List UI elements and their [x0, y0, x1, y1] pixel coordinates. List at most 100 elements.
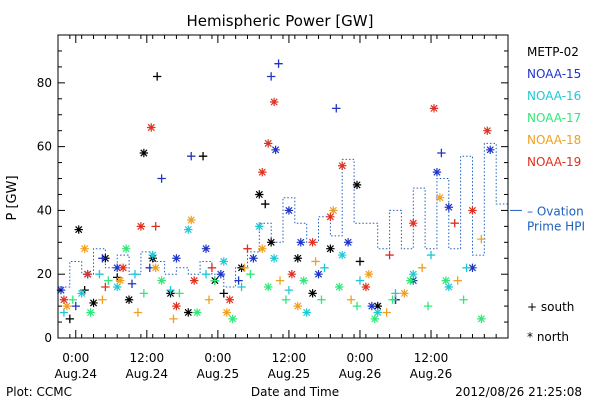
- x-tick-label: 0:00: [204, 351, 231, 365]
- data-point: [249, 254, 258, 263]
- data-point: [115, 276, 125, 285]
- data-point: [246, 270, 255, 279]
- data-point: [326, 212, 335, 221]
- data-point: [124, 295, 134, 304]
- data-point: [187, 215, 196, 225]
- x-tick-label: 12:00: [272, 351, 307, 365]
- data-point: [219, 257, 228, 266]
- data-point: [364, 270, 374, 279]
- x-tick-label: 12:00: [130, 351, 165, 365]
- data-point: [184, 308, 193, 317]
- data-point: [104, 276, 113, 285]
- data-point: [255, 222, 264, 231]
- data-point: [453, 276, 462, 285]
- data-point: [444, 203, 453, 212]
- data-point: [293, 254, 303, 263]
- data-point: [308, 289, 317, 298]
- legend-symbol-north: * north: [527, 330, 569, 344]
- data-point: [450, 218, 459, 228]
- data-point: [68, 295, 78, 304]
- x-tick-date-label: Aug.24: [126, 367, 169, 381]
- data-point: [435, 193, 445, 202]
- data-point: [367, 301, 377, 311]
- data-point: [373, 308, 382, 317]
- data-point: [409, 218, 418, 228]
- data-point: [152, 72, 162, 81]
- data-point: [228, 314, 237, 324]
- data-point: [113, 282, 122, 292]
- data-point: [269, 254, 279, 263]
- data-point: [429, 104, 439, 113]
- legend-symbol-south: + south: [527, 300, 574, 314]
- data-point: [432, 167, 442, 177]
- data-point: [172, 301, 181, 311]
- data-point: [263, 139, 273, 148]
- y-tick-label: 20: [37, 267, 52, 281]
- data-point: [400, 289, 409, 298]
- data-point: [296, 238, 305, 247]
- data-point: [361, 282, 371, 292]
- data-point: [382, 308, 391, 317]
- data-point: [486, 145, 495, 155]
- data-point: [271, 145, 280, 155]
- legend-entry: METP-02: [527, 45, 579, 59]
- data-point: [65, 314, 75, 324]
- legend-entry: NOAA-17: [527, 111, 581, 125]
- data-point: [426, 250, 436, 260]
- data-point: [151, 222, 160, 231]
- y-tick-label: 60: [37, 140, 52, 154]
- data-point: [240, 263, 249, 273]
- data-point: [329, 206, 338, 215]
- data-point: [175, 289, 184, 298]
- data-point: [258, 244, 267, 253]
- data-point: [352, 180, 362, 190]
- data-point: [148, 250, 157, 260]
- x-tick-label: 0:00: [346, 351, 373, 365]
- legend-entry: NOAA-19: [527, 155, 581, 169]
- x-tick-date-label: Aug.25: [197, 367, 240, 381]
- legend-entry: NOAA-15: [527, 67, 581, 81]
- data-point: [311, 257, 320, 266]
- data-point: [284, 285, 294, 295]
- data-point: [441, 276, 451, 285]
- data-point: [320, 263, 329, 273]
- data-point: [216, 270, 226, 279]
- data-point: [255, 190, 264, 199]
- data-point: [71, 301, 80, 311]
- data-point: [388, 295, 397, 304]
- data-point: [139, 289, 149, 298]
- data-point: [258, 167, 267, 177]
- data-point: [77, 289, 86, 298]
- legend-ovation-label-2: Prime HPI: [527, 219, 585, 233]
- plot-frame: [57, 34, 509, 339]
- data-point: [201, 244, 211, 253]
- data-point: [444, 282, 453, 292]
- data-point: [192, 308, 202, 317]
- data-point: [198, 152, 208, 161]
- x-tick-date-label: Aug.25: [268, 367, 311, 381]
- data-point: [352, 301, 362, 311]
- data-point: [207, 263, 217, 273]
- data-point: [139, 148, 149, 158]
- data-point: [332, 104, 341, 113]
- data-point: [275, 276, 285, 285]
- footer-left: Plot: CCMC: [6, 385, 72, 399]
- data-point: [169, 314, 178, 324]
- x-tick-label: 12:00: [414, 351, 449, 365]
- data-point: [59, 295, 69, 304]
- data-point: [437, 148, 446, 158]
- legend-entry: NOAA-16: [527, 89, 581, 103]
- data-point: [243, 244, 252, 253]
- data-point: [80, 244, 89, 253]
- legend: METP-02 NOAA-15 NOAA-16 NOAA-17 NOAA-18 NOAA-…: [510, 45, 585, 344]
- data-point: [477, 234, 486, 244]
- data-point: [274, 59, 283, 68]
- data-markers: [56, 59, 495, 324]
- data-point: [95, 270, 104, 279]
- data-point: [314, 270, 323, 279]
- data-point: [284, 206, 294, 215]
- data-point: [59, 308, 69, 317]
- data-point: [459, 295, 468, 304]
- data-point: [83, 270, 92, 279]
- data-point: [234, 276, 243, 285]
